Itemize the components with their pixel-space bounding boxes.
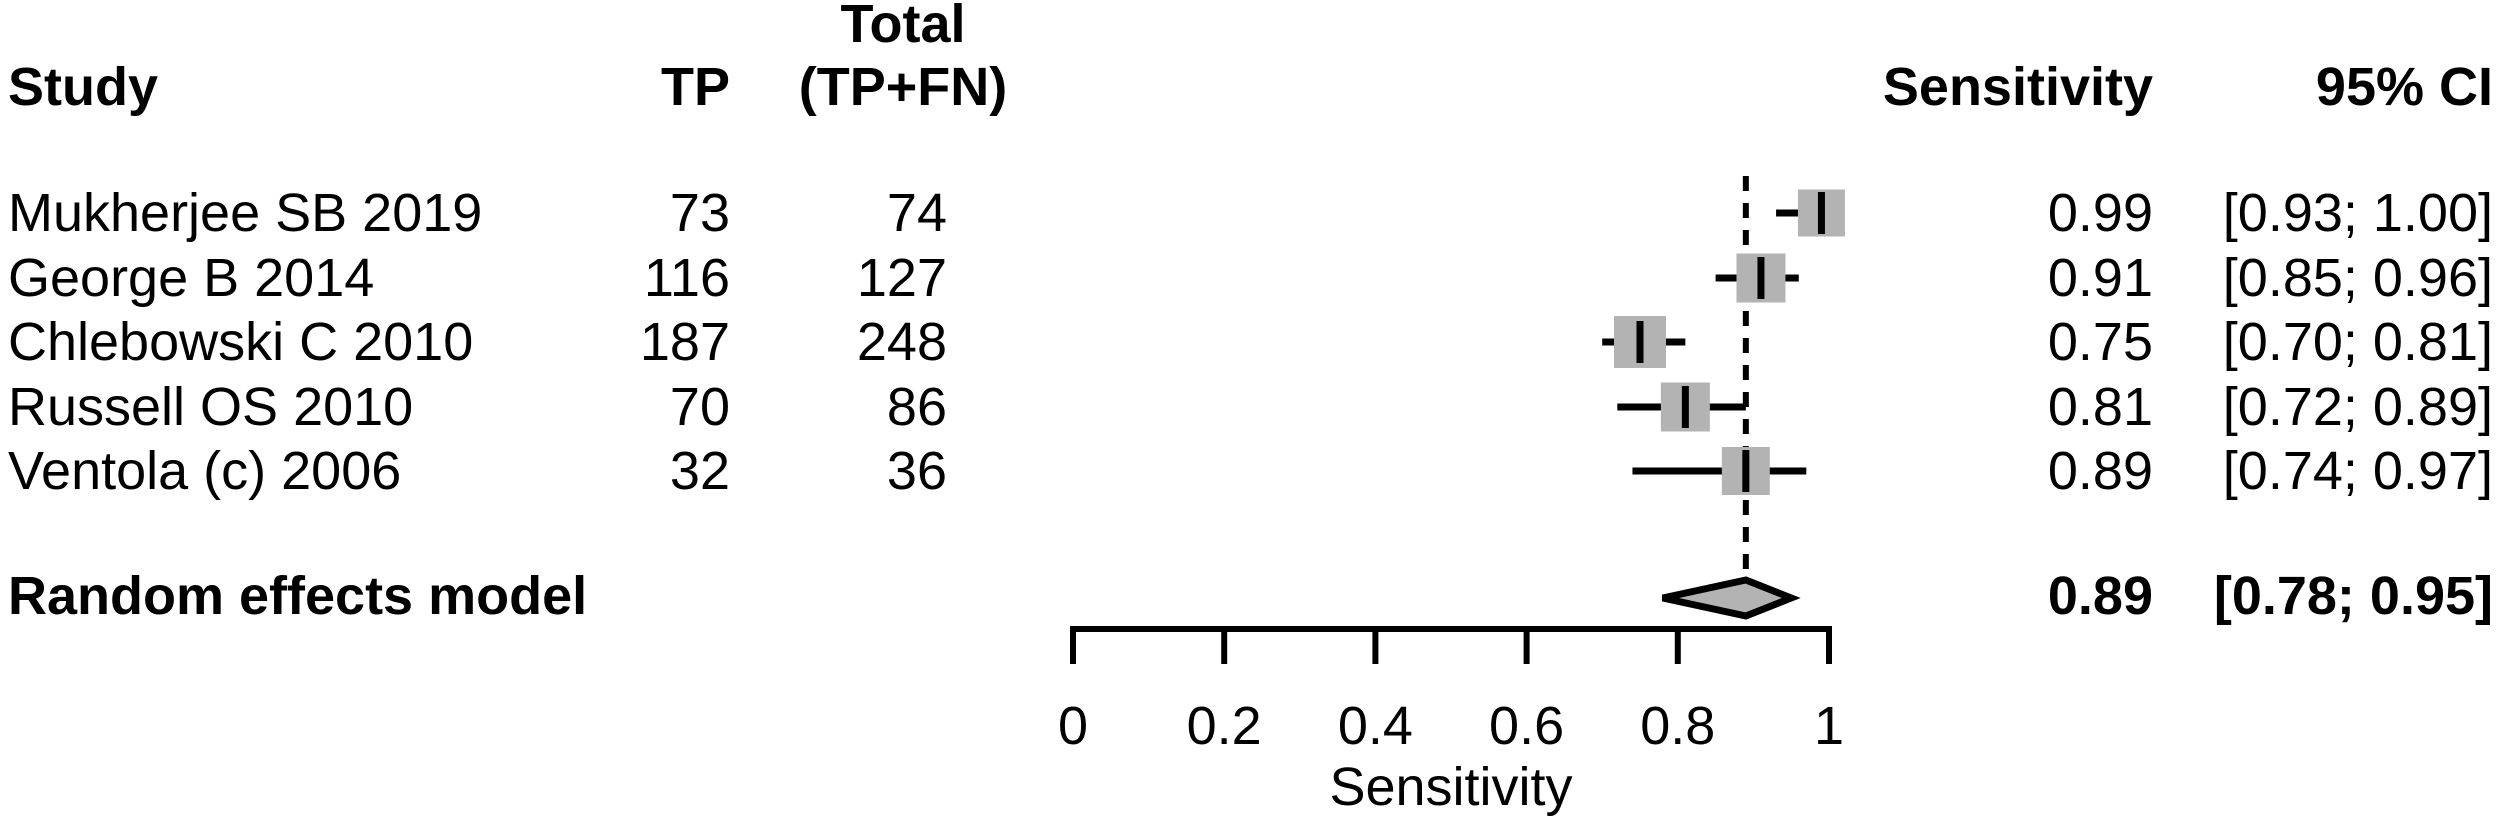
study-total: 36 — [886, 441, 947, 501]
study-name: George B 2014 — [8, 248, 375, 308]
study-sensitivity: 0.75 — [2047, 312, 2153, 372]
study-ci: [0.93; 1.00] — [2222, 183, 2493, 243]
x-axis-tick-label: 0.2 — [1186, 696, 1262, 756]
study-total: 248 — [856, 312, 947, 372]
x-axis-tick-label: 0 — [1057, 696, 1089, 756]
study-ci: [0.72; 0.89] — [2222, 377, 2493, 437]
study-name: Russell OS 2010 — [8, 377, 414, 437]
x-axis-tick-label: 0.6 — [1489, 696, 1565, 756]
study-tp: 73 — [669, 183, 730, 243]
study-total: 127 — [856, 248, 947, 308]
pooled-ci: [0.78; 0.95] — [2213, 566, 2493, 626]
column-header-ci: 95% CI — [2315, 57, 2493, 117]
pooled-label: Random effects model — [8, 566, 588, 626]
column-header-sensitivity: Sensitivity — [1882, 57, 2153, 117]
study-sensitivity: 0.91 — [2047, 248, 2153, 308]
study-name: Ventola (c) 2006 — [8, 441, 402, 501]
x-axis-label: Sensitivity — [1329, 757, 1573, 817]
column-header-total-line1: Total — [840, 0, 966, 54]
study-tp: 187 — [639, 312, 730, 372]
study-name: Chlebowski C 2010 — [8, 312, 474, 372]
x-axis-tick-label: 0.4 — [1337, 696, 1413, 756]
study-tp: 116 — [643, 248, 730, 308]
study-ci: [0.85; 0.96] — [2222, 248, 2493, 308]
study-total: 86 — [886, 377, 947, 437]
study-sensitivity: 0.89 — [2047, 441, 2153, 501]
study-ci: [0.74; 0.97] — [2222, 441, 2493, 501]
study-sensitivity: 0.99 — [2047, 183, 2153, 243]
study-ci: [0.70; 0.81] — [2222, 312, 2493, 372]
x-axis-tick-label: 1 — [1813, 696, 1845, 756]
column-header-tp: TP — [660, 57, 730, 117]
pooled-sensitivity: 0.89 — [2047, 566, 2153, 626]
study-name: Mukherjee SB 2019 — [8, 183, 483, 243]
study-total: 74 — [886, 183, 947, 243]
x-axis-tick-label: 0.8 — [1640, 696, 1716, 756]
column-header-study: Study — [8, 57, 159, 117]
study-sensitivity: 0.81 — [2047, 377, 2153, 437]
column-header-total-line2: (TP+FN) — [798, 57, 1008, 117]
study-tp: 70 — [669, 377, 730, 437]
pooled-diamond — [1661, 576, 1801, 620]
study-tp: 32 — [669, 441, 730, 501]
